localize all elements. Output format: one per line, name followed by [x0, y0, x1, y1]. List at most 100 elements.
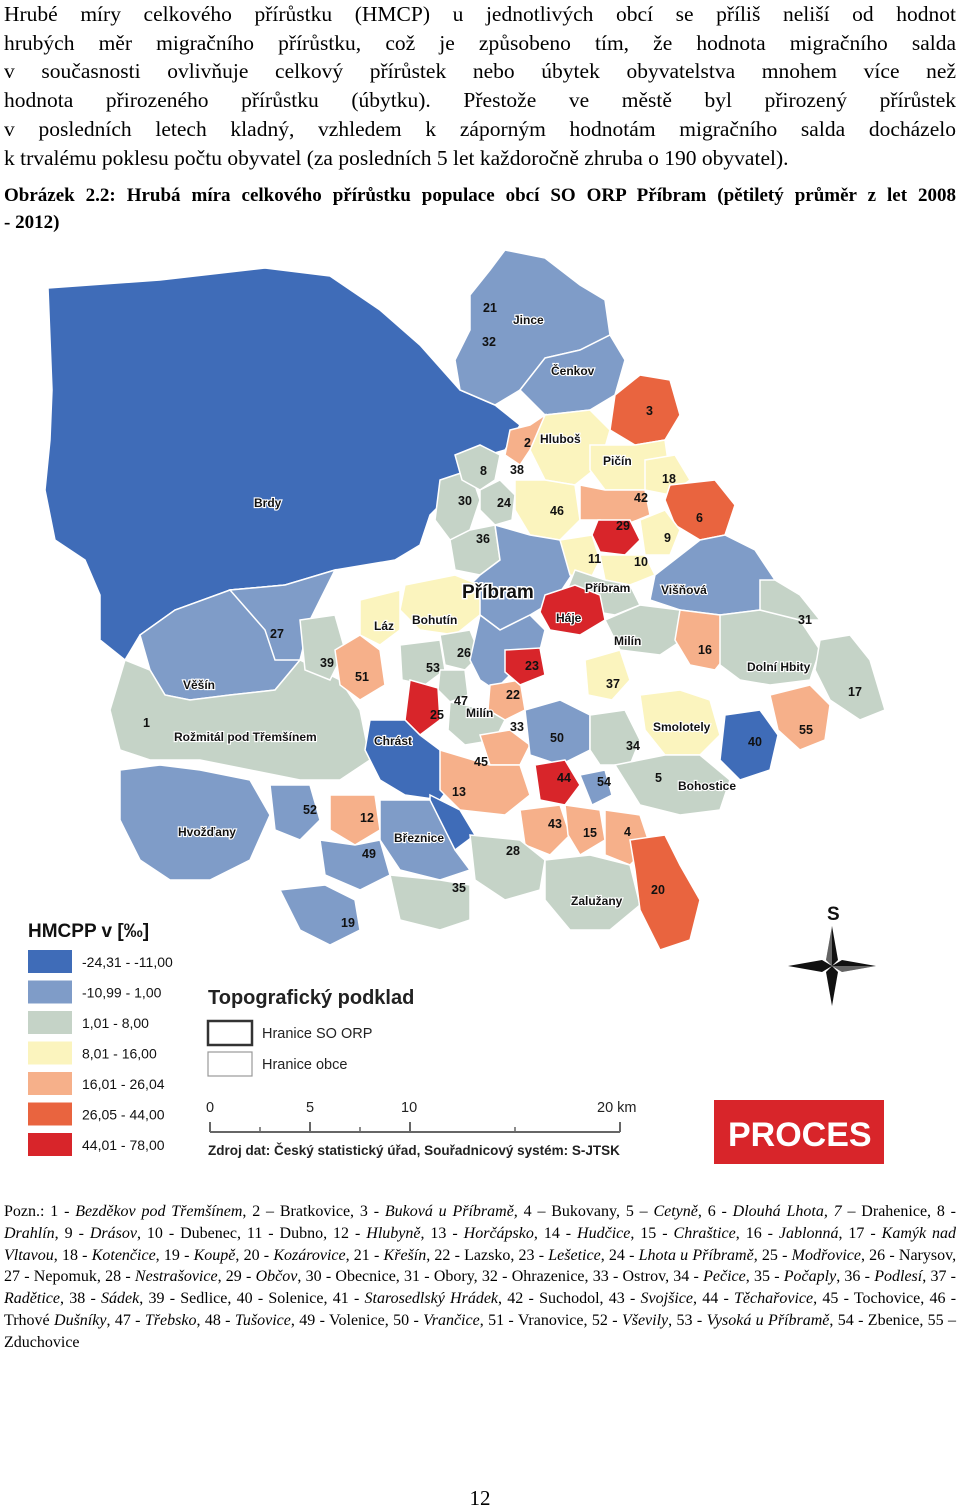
note-intro: Pozn.:	[4, 1203, 51, 1220]
legend-swatch	[28, 950, 72, 973]
note-text: , 20 -	[235, 1246, 274, 1264]
note-italic-text: Vrančice	[423, 1311, 480, 1329]
note-text: , 21 -	[345, 1246, 384, 1264]
municipality-number: 47	[454, 694, 468, 708]
region-3	[609, 374, 681, 446]
note-text: , 44 -	[692, 1290, 735, 1308]
note-text: , 39 - Sedlice, 40 - Solenice, 41 -	[139, 1290, 365, 1308]
place-name-labels: Jince Čenkov Hluboš Pičín Brdy Příbram P…	[173, 312, 812, 909]
note-text: 4 – Bukovany, 5 –	[517, 1203, 654, 1220]
municipality-number: 39	[320, 656, 334, 670]
legend-label: -10,99 - 1,00	[82, 985, 162, 1001]
region-25	[404, 679, 441, 736]
place-name: Milín	[466, 706, 493, 720]
municipality-number: 27	[270, 627, 284, 641]
note-italic-text: Těchařovice	[734, 1290, 814, 1308]
region-2	[504, 412, 547, 467]
note-italic-text: Nestrašovice	[134, 1268, 218, 1286]
municipality-number: 29	[616, 519, 630, 533]
place-name: Pičín	[603, 454, 632, 468]
choropleth-map: 21 32 3 2 8 38 18 30 24 46 42 6 29 9 36 …	[28, 249, 886, 1164]
place-name: Smolotely	[653, 720, 711, 734]
municipality-number: 42	[634, 491, 648, 505]
municipality-number: 44	[557, 771, 571, 785]
municipality-number: 52	[303, 803, 317, 817]
note-text: , 36 -	[836, 1268, 875, 1286]
caption-line: Obrázek 2.2: Hrubá míra celkového přírůs…	[4, 185, 956, 206]
legend-swatch	[28, 1102, 72, 1126]
proces-logo: PROCES	[714, 1100, 884, 1164]
note-italic-text: Hlubyně	[366, 1224, 421, 1242]
note-text: Drahenice, 8 -	[855, 1203, 957, 1220]
municipality-number: 26	[457, 646, 471, 660]
municipality-number: 32	[482, 335, 496, 349]
place-name: Milín	[614, 634, 641, 648]
note-italic-text: Dušníky	[54, 1311, 107, 1329]
legend-label: 8,01 - 16,00	[82, 1046, 157, 1062]
note-italic-text: Pečice	[703, 1268, 746, 1286]
municipality-number: 2	[524, 436, 531, 450]
region-brdy	[44, 267, 521, 662]
place-name: Věšín	[183, 678, 215, 692]
place-name: Příbram	[585, 581, 630, 595]
municipality-number: 1	[143, 716, 150, 730]
region-34	[589, 709, 641, 766]
municipality-number: 40	[748, 735, 762, 749]
region-49	[319, 839, 391, 891]
note-italic-text: Svojšice	[640, 1290, 693, 1308]
note-text: , 47 -	[106, 1311, 145, 1329]
legend-rows: -24,31 - -11,00 -10,99 - 1,00 1,01 - 8,00 8…	[28, 950, 173, 1156]
note-italic-text: Radětice	[4, 1290, 60, 1308]
note-italic-text: Lhota u Příbramě	[638, 1246, 754, 1264]
region-17	[814, 634, 886, 721]
region-hvozdany	[119, 764, 271, 881]
municipality-number: 28	[506, 844, 520, 858]
note-italic-text: Dlouhá Lhota, 7 –	[732, 1203, 856, 1220]
note-text: , 15 -	[630, 1224, 674, 1242]
municipality-number: 11	[588, 552, 601, 566]
note-text: , 19 -	[155, 1246, 194, 1264]
note-text: , 54 - Zbenice, 55 – Zduchovice	[4, 1311, 957, 1351]
municipality-number: 53	[426, 661, 440, 675]
region-40	[719, 709, 779, 781]
note-italic-text: Vysoká u Příbramě	[706, 1311, 830, 1329]
caption-line: - 2012)	[4, 212, 60, 233]
legend-label: -24,31 - -11,00	[82, 954, 173, 970]
municipality-number: 8	[480, 464, 487, 478]
municipality-number: 16	[698, 643, 712, 657]
note-text: , 29 -	[217, 1268, 256, 1286]
note-text: , 17 -	[838, 1224, 882, 1242]
obec-border-swatch	[207, 1051, 253, 1077]
figure-caption: Obrázek 2.2: Hrubá míra celkového přírůs…	[4, 182, 956, 236]
note-text: 1 -	[50, 1203, 76, 1220]
choropleth-map-figure: 21 32 3 2 8 38 18 30 24 46 42 6 29 9 36 …	[0, 240, 960, 1170]
note-text: , 24 -	[600, 1246, 639, 1264]
region-55	[769, 684, 831, 751]
intro-line: Hrubé míry celkového přírůstku (HMCP) u …	[4, 2, 956, 26]
region-53	[399, 639, 446, 686]
municipality-number: 24	[497, 496, 511, 510]
legend-label: 44,01 - 78,00	[82, 1137, 165, 1153]
region-35	[389, 874, 471, 931]
note-text: , 35 -	[745, 1268, 784, 1286]
data-source: Zdroj dat: Český statistický úřad, Souřa…	[208, 1143, 620, 1158]
orp-border-swatch	[206, 1019, 254, 1047]
region-haje	[539, 584, 606, 636]
region-47	[437, 669, 469, 703]
municipality-number: 30	[458, 494, 472, 508]
note-italic-text: Modřovice	[791, 1246, 861, 1264]
note-text: , 13 -	[420, 1224, 464, 1242]
region-43	[519, 804, 571, 856]
note-italic-text: Bezděkov pod Třemšínem	[75, 1203, 243, 1220]
note-text: , 9 -	[54, 1224, 90, 1242]
region-rozmital	[109, 658, 371, 781]
note-italic-text: Podlesí	[874, 1268, 923, 1286]
note-text: , 48 -	[196, 1311, 235, 1329]
municipality-number: 31	[798, 613, 812, 627]
legend-swatch	[28, 980, 72, 1004]
place-name: Rožmitál pod Třemšínem	[174, 730, 317, 744]
region-10	[599, 554, 657, 586]
region-11	[559, 534, 601, 581]
note-text: , 25 -	[753, 1246, 792, 1264]
note-text: , 49 - Volenice, 50 -	[290, 1311, 424, 1329]
